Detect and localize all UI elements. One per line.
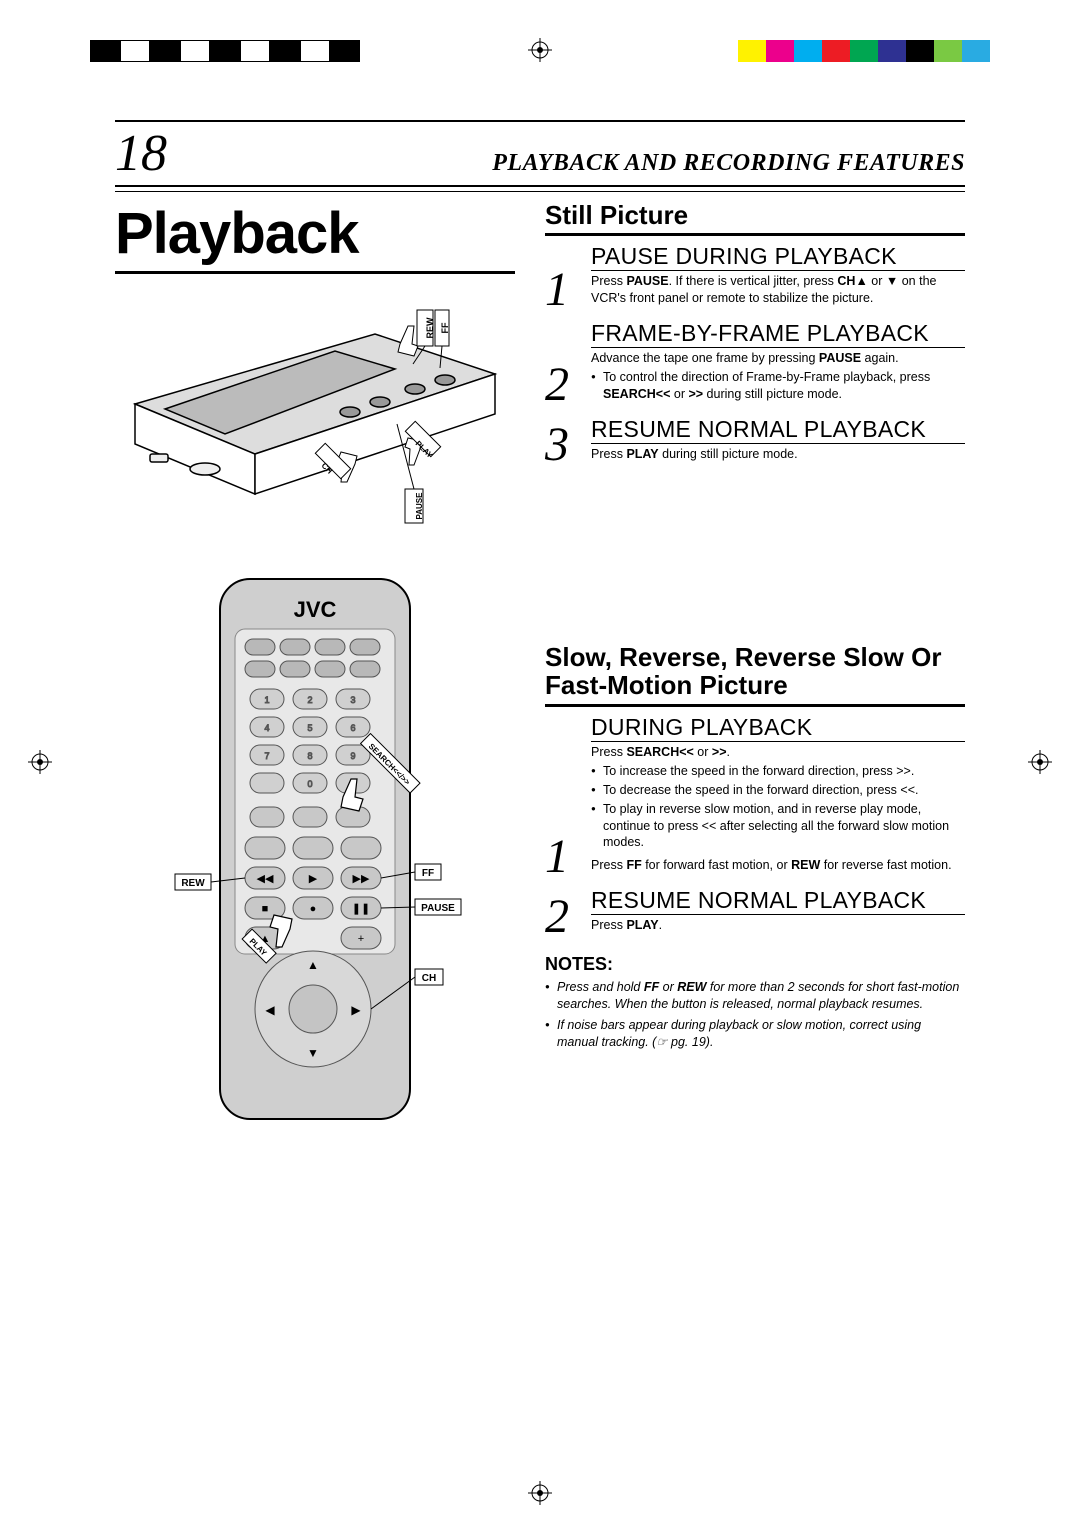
registration-mark-icon	[528, 38, 552, 62]
section-title-still: Still Picture	[545, 200, 965, 236]
svg-text:◀◀: ◀◀	[257, 873, 274, 885]
svg-text:FF: FF	[422, 868, 434, 879]
step-1a: 1 PAUSE DURING PLAYBACK Press PAUSE. If …	[545, 244, 965, 307]
svg-text:JVC: JVC	[294, 597, 337, 622]
step-number: 2	[545, 895, 569, 938]
bw-registration-blocks	[90, 40, 360, 62]
registration-mark-icon	[528, 1481, 552, 1505]
svg-text:FF: FF	[440, 322, 450, 333]
svg-text:▶: ▶	[351, 1003, 361, 1017]
step-number: 1	[545, 268, 569, 311]
step-body: Advance the tape one frame by pressing P…	[591, 350, 965, 403]
svg-text:REW: REW	[181, 878, 205, 889]
svg-text:PAUSE: PAUSE	[415, 492, 424, 520]
color-registration-blocks	[738, 40, 990, 62]
svg-text:▶: ▶	[309, 873, 318, 885]
svg-text:▶▶: ▶▶	[353, 873, 370, 885]
svg-text:7: 7	[264, 751, 269, 761]
step-heading: FRAME-BY-FRAME PLAYBACK	[591, 321, 965, 348]
svg-text:5: 5	[307, 723, 312, 733]
svg-text:0: 0	[307, 779, 312, 789]
step-body: Press PLAY during still picture mode.	[591, 446, 965, 463]
registration-mark-icon	[1028, 750, 1052, 774]
step-body: Press PAUSE. If there is vertical jitter…	[591, 273, 965, 307]
page-number: 18	[115, 124, 167, 183]
right-column: Still Picture 1 PAUSE DURING PLAYBACK Pr…	[545, 200, 965, 1154]
vcr-illustration: REW FF PLAY CH PAUSE	[115, 294, 515, 524]
step-heading: RESUME NORMAL PLAYBACK	[591, 417, 965, 444]
step-body: Press SEARCH<< or >>. To increase the sp…	[591, 744, 965, 874]
notes-list: Press and hold FF or REW for more than 2…	[545, 979, 965, 1051]
section-title-slow: Slow, Reverse, Reverse Slow Or Fast-Moti…	[545, 643, 965, 707]
header-title: PLAYBACK AND RECORDING FEATURES	[492, 150, 965, 177]
page-content: 18 PLAYBACK AND RECORDING FEATURES Playb…	[115, 120, 965, 1154]
svg-text:●: ●	[310, 903, 317, 915]
svg-text:9: 9	[350, 751, 355, 761]
svg-text:4: 4	[264, 723, 269, 733]
svg-text:REW: REW	[425, 317, 435, 339]
page-header: 18 PLAYBACK AND RECORDING FEATURES	[115, 120, 965, 187]
svg-text:❚❚: ❚❚	[352, 903, 370, 915]
svg-text:1: 1	[264, 695, 269, 705]
main-title: Playback	[115, 200, 515, 274]
step-2a: 2 FRAME-BY-FRAME PLAYBACK Advance the ta…	[545, 321, 965, 403]
svg-text:PAUSE: PAUSE	[421, 903, 455, 914]
svg-text:+: +	[358, 933, 364, 945]
left-column: Playback	[115, 200, 515, 1154]
step-heading: PAUSE DURING PLAYBACK	[591, 244, 965, 271]
step-3a: 3 RESUME NORMAL PLAYBACK Press PLAY duri…	[545, 417, 965, 463]
remote-illustration: JVC 1 2 3 4 5 6 7 8 9 0	[115, 569, 515, 1149]
svg-text:■: ■	[262, 903, 269, 915]
step-heading: RESUME NORMAL PLAYBACK	[591, 888, 965, 915]
step-number: 2	[545, 363, 569, 406]
step-2b: 2 RESUME NORMAL PLAYBACK Press PLAY.	[545, 888, 965, 934]
svg-text:▼: ▼	[307, 1046, 319, 1060]
svg-text:▲: ▲	[307, 958, 319, 972]
svg-text:8: 8	[307, 751, 312, 761]
step-body: Press PLAY.	[591, 917, 965, 934]
step-heading: DURING PLAYBACK	[591, 715, 965, 742]
svg-text:2: 2	[307, 695, 312, 705]
svg-text:◀: ◀	[265, 1003, 275, 1017]
registration-mark-icon	[28, 750, 52, 774]
step-number: 1	[545, 835, 569, 878]
svg-text:3: 3	[350, 695, 355, 705]
step-number: 3	[545, 423, 569, 466]
svg-text:CH: CH	[422, 973, 436, 984]
step-1b: 1 DURING PLAYBACK Press SEARCH<< or >>. …	[545, 715, 965, 874]
notes-heading: NOTES:	[545, 954, 965, 975]
svg-text:6: 6	[350, 723, 355, 733]
header-rule	[115, 191, 965, 192]
